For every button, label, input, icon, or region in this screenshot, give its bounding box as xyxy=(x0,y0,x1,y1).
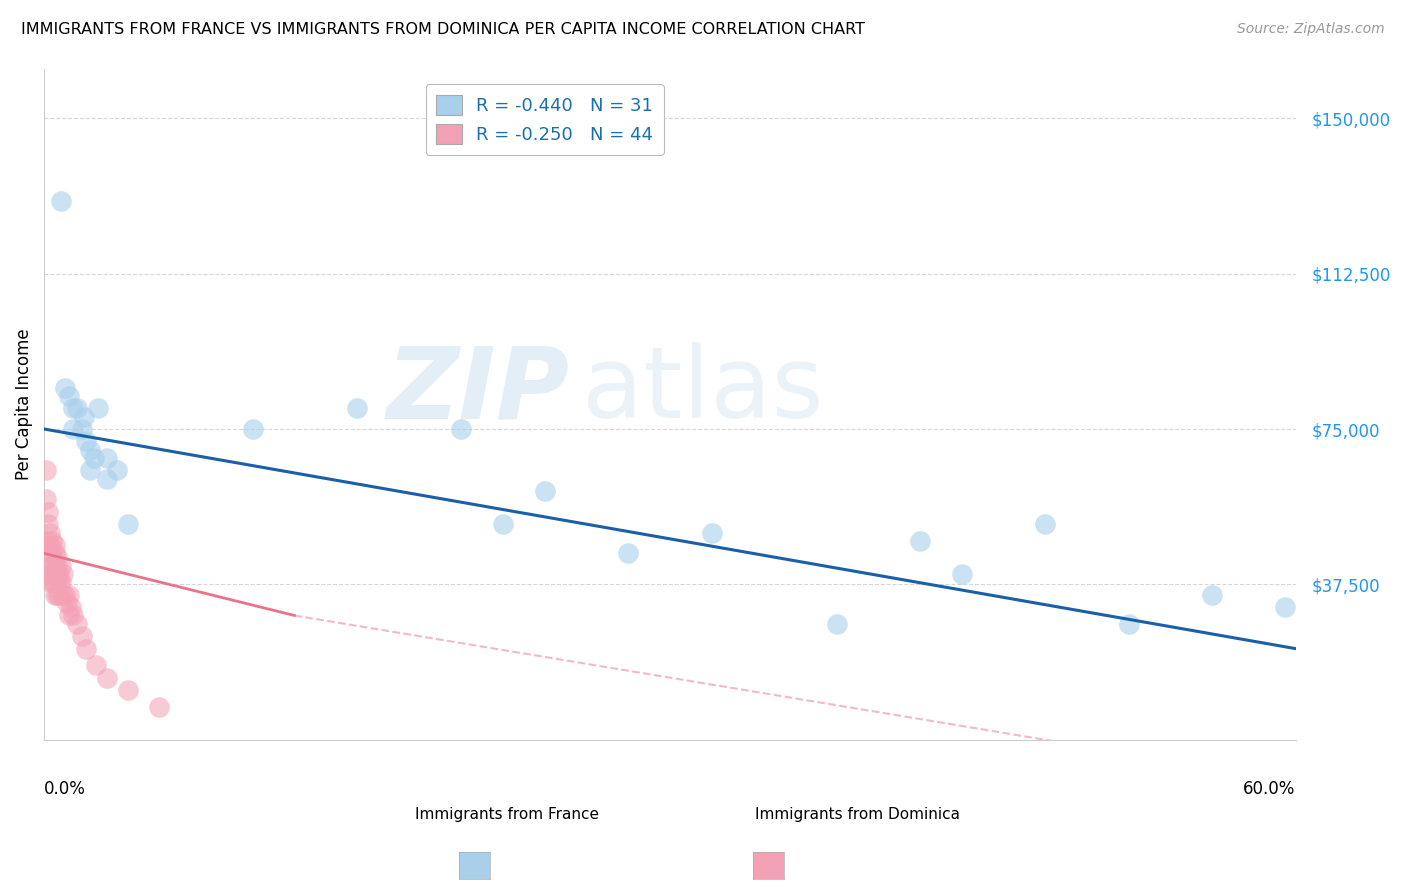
Point xyxy=(96,450,118,465)
Point xyxy=(84,658,107,673)
Point xyxy=(73,409,96,424)
Point xyxy=(39,558,62,573)
Point xyxy=(45,567,67,582)
Point xyxy=(148,699,170,714)
Point xyxy=(700,525,723,540)
Point xyxy=(1033,517,1056,532)
Point xyxy=(52,588,75,602)
Point xyxy=(39,546,62,560)
Point xyxy=(87,401,110,416)
Point xyxy=(60,600,83,615)
Point xyxy=(62,422,84,436)
Point xyxy=(41,575,63,590)
Point xyxy=(66,401,89,416)
Point xyxy=(45,558,67,573)
Point xyxy=(96,472,118,486)
Text: 60.0%: 60.0% xyxy=(1243,780,1296,798)
Point xyxy=(75,434,97,449)
Point xyxy=(79,463,101,477)
Point xyxy=(41,533,63,548)
Text: atlas: atlas xyxy=(582,343,824,439)
Point xyxy=(1201,588,1223,602)
Point xyxy=(533,484,555,499)
Point xyxy=(48,588,70,602)
Point xyxy=(37,505,59,519)
Point xyxy=(58,588,80,602)
Point xyxy=(62,401,84,416)
Point xyxy=(44,575,66,590)
Point xyxy=(35,463,58,477)
Point xyxy=(49,575,72,590)
Text: 0.0%: 0.0% xyxy=(44,780,86,798)
Point xyxy=(450,422,472,436)
Point xyxy=(52,567,75,582)
Text: Immigrants from Dominica: Immigrants from Dominica xyxy=(755,807,960,822)
Point xyxy=(44,546,66,560)
Point xyxy=(44,588,66,602)
Point xyxy=(35,492,58,507)
Point xyxy=(825,616,848,631)
Point xyxy=(242,422,264,436)
Point xyxy=(908,533,931,548)
Text: ZIP: ZIP xyxy=(387,343,569,439)
Point xyxy=(39,575,62,590)
Point xyxy=(53,381,76,395)
Point xyxy=(39,525,62,540)
Point xyxy=(48,575,70,590)
Point xyxy=(96,671,118,685)
Text: IMMIGRANTS FROM FRANCE VS IMMIGRANTS FROM DOMINICA PER CAPITA INCOME CORRELATION: IMMIGRANTS FROM FRANCE VS IMMIGRANTS FRO… xyxy=(21,22,865,37)
Point xyxy=(75,641,97,656)
Point xyxy=(105,463,128,477)
Point xyxy=(37,533,59,548)
Point xyxy=(79,442,101,457)
Point xyxy=(117,517,139,532)
Y-axis label: Per Capita Income: Per Capita Income xyxy=(15,328,32,480)
Point xyxy=(70,629,93,643)
Point xyxy=(39,567,62,582)
Point xyxy=(58,608,80,623)
Point xyxy=(56,596,79,610)
Point xyxy=(950,567,973,582)
Point xyxy=(49,194,72,208)
Point xyxy=(1274,600,1296,615)
Point xyxy=(492,517,515,532)
Point xyxy=(41,546,63,560)
Text: Immigrants from France: Immigrants from France xyxy=(415,807,599,822)
Point xyxy=(37,517,59,532)
Point xyxy=(41,558,63,573)
Point xyxy=(58,389,80,403)
Point xyxy=(39,538,62,552)
Point xyxy=(49,558,72,573)
Point xyxy=(1118,616,1140,631)
Point xyxy=(44,558,66,573)
Point xyxy=(45,550,67,565)
Point xyxy=(346,401,368,416)
Legend: R = -0.440   N = 31, R = -0.250   N = 44: R = -0.440 N = 31, R = -0.250 N = 44 xyxy=(426,84,664,154)
Point xyxy=(62,608,84,623)
Point xyxy=(48,567,70,582)
Point xyxy=(117,683,139,698)
Point xyxy=(617,546,640,560)
Point xyxy=(66,616,89,631)
Point xyxy=(44,538,66,552)
Point xyxy=(45,588,67,602)
Point xyxy=(83,450,105,465)
Point xyxy=(53,588,76,602)
Point xyxy=(70,422,93,436)
Text: Source: ZipAtlas.com: Source: ZipAtlas.com xyxy=(1237,22,1385,37)
